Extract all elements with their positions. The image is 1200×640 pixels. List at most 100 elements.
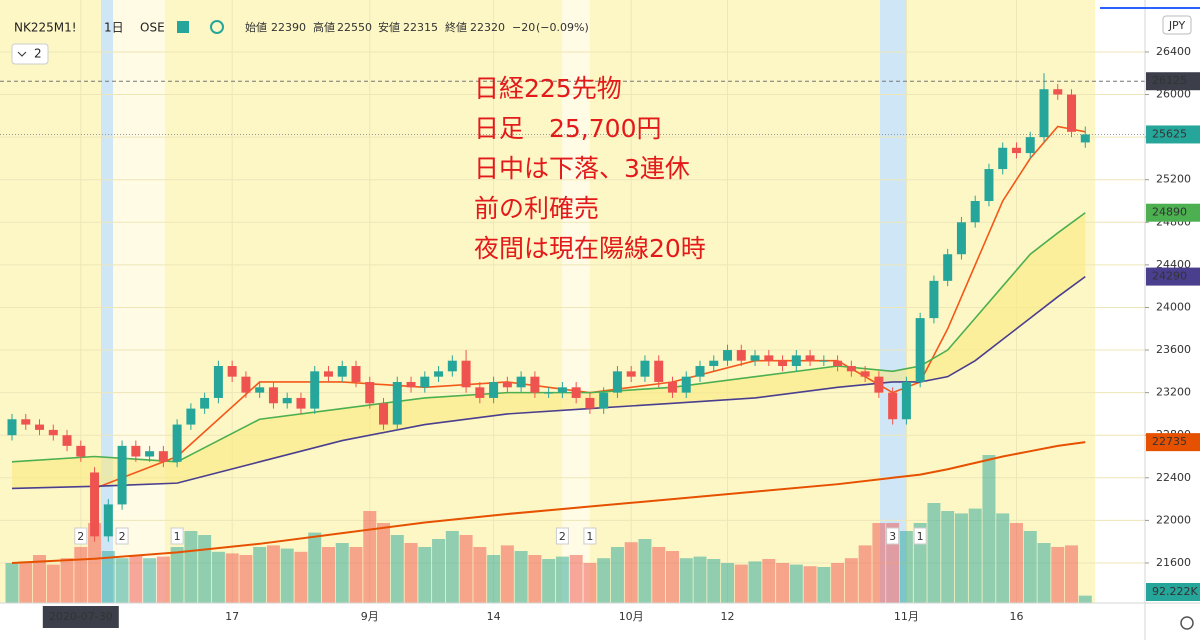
date-box — [42, 606, 119, 628]
candle-body — [502, 381, 512, 388]
volume-bar — [597, 558, 611, 603]
status-icon[interactable] — [210, 20, 224, 34]
candle-body — [365, 381, 375, 404]
holiday-band — [101, 0, 113, 603]
volume-bar — [583, 563, 597, 603]
volume-bar — [280, 548, 294, 603]
candle-body — [48, 429, 58, 436]
volume-bar — [445, 531, 459, 603]
candle-body — [323, 371, 333, 377]
symbol[interactable]: NK225M1! — [14, 21, 77, 35]
price-tag-label: 92.222K — [1152, 585, 1198, 598]
volume-bar — [817, 567, 831, 603]
candle-body — [392, 381, 402, 425]
x-tick-label: 14 — [487, 610, 501, 623]
volume-bar — [459, 535, 473, 603]
candle-body — [310, 371, 320, 409]
candle-body — [599, 392, 609, 409]
candle-body — [296, 397, 306, 409]
exchange: OSE — [140, 21, 165, 35]
volume-bar — [652, 547, 666, 603]
y-tick-label: 22000 — [1156, 513, 1191, 526]
candle-body — [667, 381, 677, 393]
volume-bar — [143, 558, 157, 603]
candle-body — [626, 371, 636, 377]
volume-bar — [266, 545, 280, 603]
volume-bar — [390, 535, 404, 603]
candle-body — [1039, 89, 1049, 138]
event-marker[interactable] — [913, 527, 927, 545]
x-tick-label: 16 — [1009, 610, 1023, 623]
candle-body — [406, 381, 416, 388]
y-tick-label: 25200 — [1156, 173, 1191, 186]
volume-bar — [638, 539, 652, 603]
annotation-line: 日足 25,700円 — [474, 114, 661, 143]
legend-label: 安値 — [378, 20, 400, 34]
candle-body — [158, 451, 168, 462]
candle-body — [255, 387, 265, 393]
candle-body — [888, 392, 898, 420]
volume-bar — [225, 553, 239, 603]
volume-bar — [954, 513, 968, 603]
candle-body — [268, 387, 278, 404]
event-marker-label: 2 — [559, 530, 566, 543]
volume-bar — [198, 535, 212, 603]
volume-bar — [1051, 547, 1065, 603]
market-status-icon[interactable] — [177, 21, 189, 33]
volume-bar — [858, 545, 872, 603]
volume-bar — [253, 547, 267, 603]
candle-body — [213, 366, 223, 398]
volume-bar — [363, 511, 377, 603]
price-tag-label: 25625 — [1152, 127, 1187, 140]
event-marker[interactable] — [170, 527, 184, 545]
y-tick-label: 23200 — [1156, 386, 1191, 399]
x-tick-label: 9月 — [361, 610, 379, 623]
volume-bar — [762, 559, 776, 603]
event-marker[interactable] — [115, 527, 129, 545]
legend-value: 22550 — [337, 21, 372, 34]
interval[interactable]: 1日 — [104, 21, 124, 35]
legend-value: 22390 — [271, 21, 306, 34]
session-background — [0, 0, 1095, 603]
event-marker-label: 1 — [174, 530, 181, 543]
candle-body — [778, 360, 788, 367]
candle-body — [379, 403, 389, 425]
candle-body — [62, 435, 72, 446]
candle-body — [461, 360, 471, 388]
volume-bar — [624, 542, 638, 603]
indicator-toggle[interactable] — [11, 43, 49, 65]
candle-body — [282, 397, 292, 404]
candle-body — [420, 376, 430, 388]
indicator-count: 2 — [34, 47, 42, 61]
x-tick-label: 10月 — [619, 610, 644, 623]
currency-box[interactable] — [1162, 15, 1192, 35]
volume-bar — [707, 559, 721, 603]
candle-body — [571, 387, 581, 398]
y-tick-label: 22400 — [1156, 471, 1191, 484]
x-tick-label: 12 — [721, 610, 735, 623]
volume-bar — [418, 547, 432, 603]
candle-body — [846, 366, 856, 372]
candle-body — [131, 445, 141, 457]
candle-body — [227, 366, 237, 377]
event-marker-label: 2 — [119, 530, 126, 543]
volume-bar — [184, 531, 198, 603]
volume-bar — [500, 545, 514, 603]
candle-body — [90, 472, 100, 537]
candle-body — [654, 360, 664, 382]
settings-button[interactable] — [1180, 616, 1194, 630]
volume-bar — [1037, 543, 1051, 603]
event-marker[interactable] — [74, 527, 88, 545]
candle-body — [1025, 137, 1035, 154]
event-marker[interactable] — [886, 527, 900, 545]
chevron — [17, 51, 27, 57]
price-tag-label: 22735 — [1152, 435, 1187, 448]
candle-body — [695, 366, 705, 377]
event-marker[interactable] — [583, 527, 597, 545]
event-marker[interactable] — [555, 527, 569, 545]
price-tag — [1146, 267, 1200, 286]
volume-bar — [941, 511, 955, 603]
volume-bar — [33, 555, 47, 603]
candles — [7, 73, 1090, 542]
